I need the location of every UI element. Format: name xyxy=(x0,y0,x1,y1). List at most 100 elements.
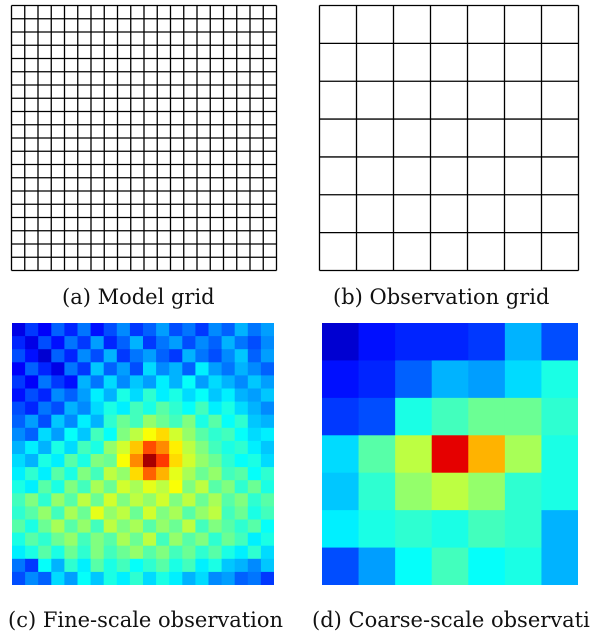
fine-scale-cell-2-11 xyxy=(156,349,170,363)
fine-scale-cell-8-6 xyxy=(90,427,105,442)
fine-scale-cell-1-18 xyxy=(247,336,262,350)
fine-scale-cell-13-15 xyxy=(208,493,223,507)
fine-scale-cell-14-0 xyxy=(12,506,26,521)
fine-scale-cell-14-6 xyxy=(90,506,105,521)
fine-scale-cell-10-6 xyxy=(90,454,105,468)
fine-scale-cell-5-5 xyxy=(77,388,92,403)
coarse-scale-cell-4-3 xyxy=(431,472,469,511)
fine-scale-cell-16-16 xyxy=(221,532,236,547)
fine-scale-cell-6-13 xyxy=(182,401,196,416)
fine-scale-cell-16-8 xyxy=(116,532,131,547)
fine-scale-cell-10-15 xyxy=(208,454,223,468)
fine-scale-cell-9-11 xyxy=(156,440,170,455)
fine-scale-cell-9-19 xyxy=(260,440,274,455)
fine-scale-cell-11-16 xyxy=(221,467,236,481)
fine-scale-cell-18-14 xyxy=(195,558,210,573)
fine-scale-cell-13-4 xyxy=(64,493,79,507)
fine-scale-cell-12-18 xyxy=(247,480,262,494)
fine-scale-cell-18-18 xyxy=(247,558,262,573)
fine-scale-cell-3-19 xyxy=(260,362,274,376)
fine-scale-cell-16-12 xyxy=(169,532,183,547)
caption-fine-scale: (c) Fine-scale observation xyxy=(8,608,284,632)
fine-scale-cell-2-2 xyxy=(38,349,52,363)
fine-scale-cell-0-16 xyxy=(221,323,236,337)
fine-scale-cell-18-7 xyxy=(103,558,118,573)
fine-scale-cell-15-7 xyxy=(103,519,118,534)
coarse-scale-cell-5-0 xyxy=(322,510,360,549)
coarse-scale-cell-0-2 xyxy=(395,323,433,362)
fine-scale-cell-14-1 xyxy=(25,506,39,521)
coarse-scale-cell-1-6 xyxy=(541,360,578,399)
fine-scale-cell-8-2 xyxy=(38,427,52,442)
fine-scale-cell-10-3 xyxy=(51,454,65,468)
fine-scale-cell-14-19 xyxy=(260,506,274,521)
fine-scale-cell-0-14 xyxy=(195,323,210,337)
fine-scale-cell-8-1 xyxy=(25,427,39,442)
fine-scale-cell-17-10 xyxy=(143,545,157,560)
fine-scale-cell-2-13 xyxy=(182,349,196,363)
coarse-scale-cell-2-0 xyxy=(322,397,360,436)
fine-scale-cell-13-11 xyxy=(156,493,170,507)
fine-scale-cell-7-15 xyxy=(208,414,223,429)
fine-scale-cell-3-18 xyxy=(247,362,262,376)
fine-scale-cell-17-16 xyxy=(221,545,236,560)
fine-scale-cell-8-9 xyxy=(129,427,144,442)
fine-scale-panel xyxy=(12,323,274,585)
model-grid-panel xyxy=(10,4,278,272)
fine-scale-cell-12-13 xyxy=(182,480,196,494)
fine-scale-cell-16-0 xyxy=(12,532,26,547)
fine-scale-cell-8-7 xyxy=(103,427,118,442)
fine-scale-cell-7-16 xyxy=(221,414,236,429)
coarse-scale-cell-2-6 xyxy=(541,397,578,436)
fine-scale-cell-15-3 xyxy=(51,519,65,534)
fine-scale-cell-12-15 xyxy=(208,480,223,494)
fine-scale-cell-13-5 xyxy=(77,493,92,507)
fine-scale-cell-8-4 xyxy=(64,427,79,442)
coarse-scale-cell-6-6 xyxy=(541,547,578,585)
fine-scale-cell-3-0 xyxy=(12,362,26,376)
fine-scale-cell-11-19 xyxy=(260,467,274,481)
fine-scale-cell-8-0 xyxy=(12,427,26,442)
fine-scale-cell-15-5 xyxy=(77,519,92,534)
fine-scale-cell-9-13 xyxy=(182,440,196,455)
fine-scale-cell-12-12 xyxy=(169,480,183,494)
fine-scale-cell-1-5 xyxy=(77,336,92,350)
fine-scale-cell-13-12 xyxy=(169,493,183,507)
fine-scale-cell-11-17 xyxy=(234,467,249,481)
fine-scale-cell-3-6 xyxy=(90,362,105,376)
coarse-scale-cell-1-1 xyxy=(358,360,396,399)
coarse-scale-cell-0-1 xyxy=(358,323,396,362)
fine-scale-cell-16-2 xyxy=(38,532,52,547)
fine-scale-cell-15-1 xyxy=(25,519,39,534)
fine-scale-cell-0-17 xyxy=(234,323,249,337)
fine-scale-cell-4-13 xyxy=(182,375,196,390)
fine-scale-cell-12-6 xyxy=(90,480,105,494)
fine-scale-cell-16-6 xyxy=(90,532,105,547)
fine-scale-cell-3-10 xyxy=(143,362,157,376)
fine-scale-cell-4-12 xyxy=(169,375,183,390)
fine-scale-cell-17-9 xyxy=(129,545,144,560)
fine-scale-cell-1-0 xyxy=(12,336,26,350)
fine-scale-cell-0-4 xyxy=(64,323,79,337)
fine-scale-cell-18-15 xyxy=(208,558,223,573)
fine-scale-cell-16-18 xyxy=(247,532,262,547)
fine-scale-cell-19-2 xyxy=(38,571,52,585)
caption-model-grid: (a) Model grid xyxy=(62,285,215,309)
coarse-scale-cell-6-4 xyxy=(468,547,506,585)
fine-scale-heatmap xyxy=(12,323,274,585)
fine-scale-cell-4-1 xyxy=(25,375,39,390)
fine-scale-cell-17-0 xyxy=(12,545,26,560)
fine-scale-cell-10-5 xyxy=(77,454,92,468)
fine-scale-cell-3-2 xyxy=(38,362,52,376)
fine-scale-cell-7-8 xyxy=(116,414,131,429)
caption-observation-grid: (b) Observation grid xyxy=(333,285,550,309)
fine-scale-cell-5-7 xyxy=(103,388,118,403)
fine-scale-cell-2-6 xyxy=(90,349,105,363)
fine-scale-cell-17-18 xyxy=(247,545,262,560)
fine-scale-cell-5-17 xyxy=(234,388,249,403)
fine-scale-cell-15-8 xyxy=(116,519,131,534)
fine-scale-cell-12-14 xyxy=(195,480,210,494)
fine-scale-cell-11-3 xyxy=(51,467,65,481)
fine-scale-cell-0-1 xyxy=(25,323,39,337)
fine-scale-cell-12-1 xyxy=(25,480,39,494)
